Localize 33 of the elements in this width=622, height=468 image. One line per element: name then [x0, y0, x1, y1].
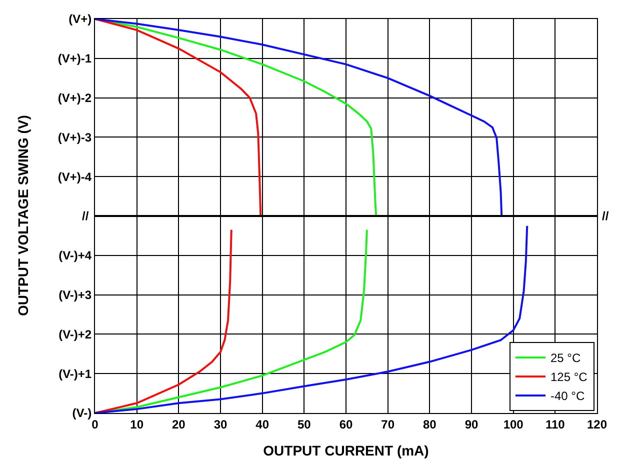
legend-label: 125 °C [550, 370, 588, 384]
line-series [95, 224, 528, 413]
y-axis-title: OUTPUT VOLTAGE SWING (V) [15, 115, 31, 316]
x-tick-label: 40 [256, 417, 270, 432]
x-tick-label: 120 [586, 417, 608, 432]
x-tick-label: 100 [503, 417, 524, 432]
x-tick-label: 110 [545, 417, 566, 432]
x-tick-label: 20 [172, 417, 186, 432]
x-tick-label: 50 [297, 417, 312, 432]
y-tick-label: (V-)+2 [58, 327, 92, 342]
y-tick-label: (V+)-3 [58, 130, 92, 144]
x-tick-label: 80 [422, 417, 437, 432]
legend-label: -40 °C [550, 389, 585, 404]
line-series [95, 228, 232, 413]
x-tick-label: 60 [339, 417, 353, 432]
x-tick-label: 0 [92, 417, 99, 432]
y-tick-label: (V-)+3 [58, 288, 92, 302]
y-tick-label: (V-)+4 [58, 248, 92, 263]
y-tick-label: (V+) [68, 12, 92, 26]
y-tick-label: (V-) [72, 406, 92, 420]
text: // [82, 209, 90, 223]
x-tick-label: 10 [130, 417, 144, 432]
x-tick-label: 90 [464, 417, 478, 432]
y-tick-label: (V+)-2 [58, 91, 92, 105]
x-axis-title: OUTPUT CURRENT (mA) [263, 442, 429, 459]
y-tick-label: (V+)-4 [58, 170, 92, 184]
line-series [95, 19, 503, 216]
text: // [602, 209, 610, 223]
x-tick-label: 70 [381, 417, 395, 432]
x-tick-label: 30 [214, 417, 228, 432]
y-tick-label: (V-)+1 [58, 366, 92, 381]
y-tick-label: (V+)-1 [58, 52, 92, 66]
legend-label: 25 °C [550, 351, 581, 366]
